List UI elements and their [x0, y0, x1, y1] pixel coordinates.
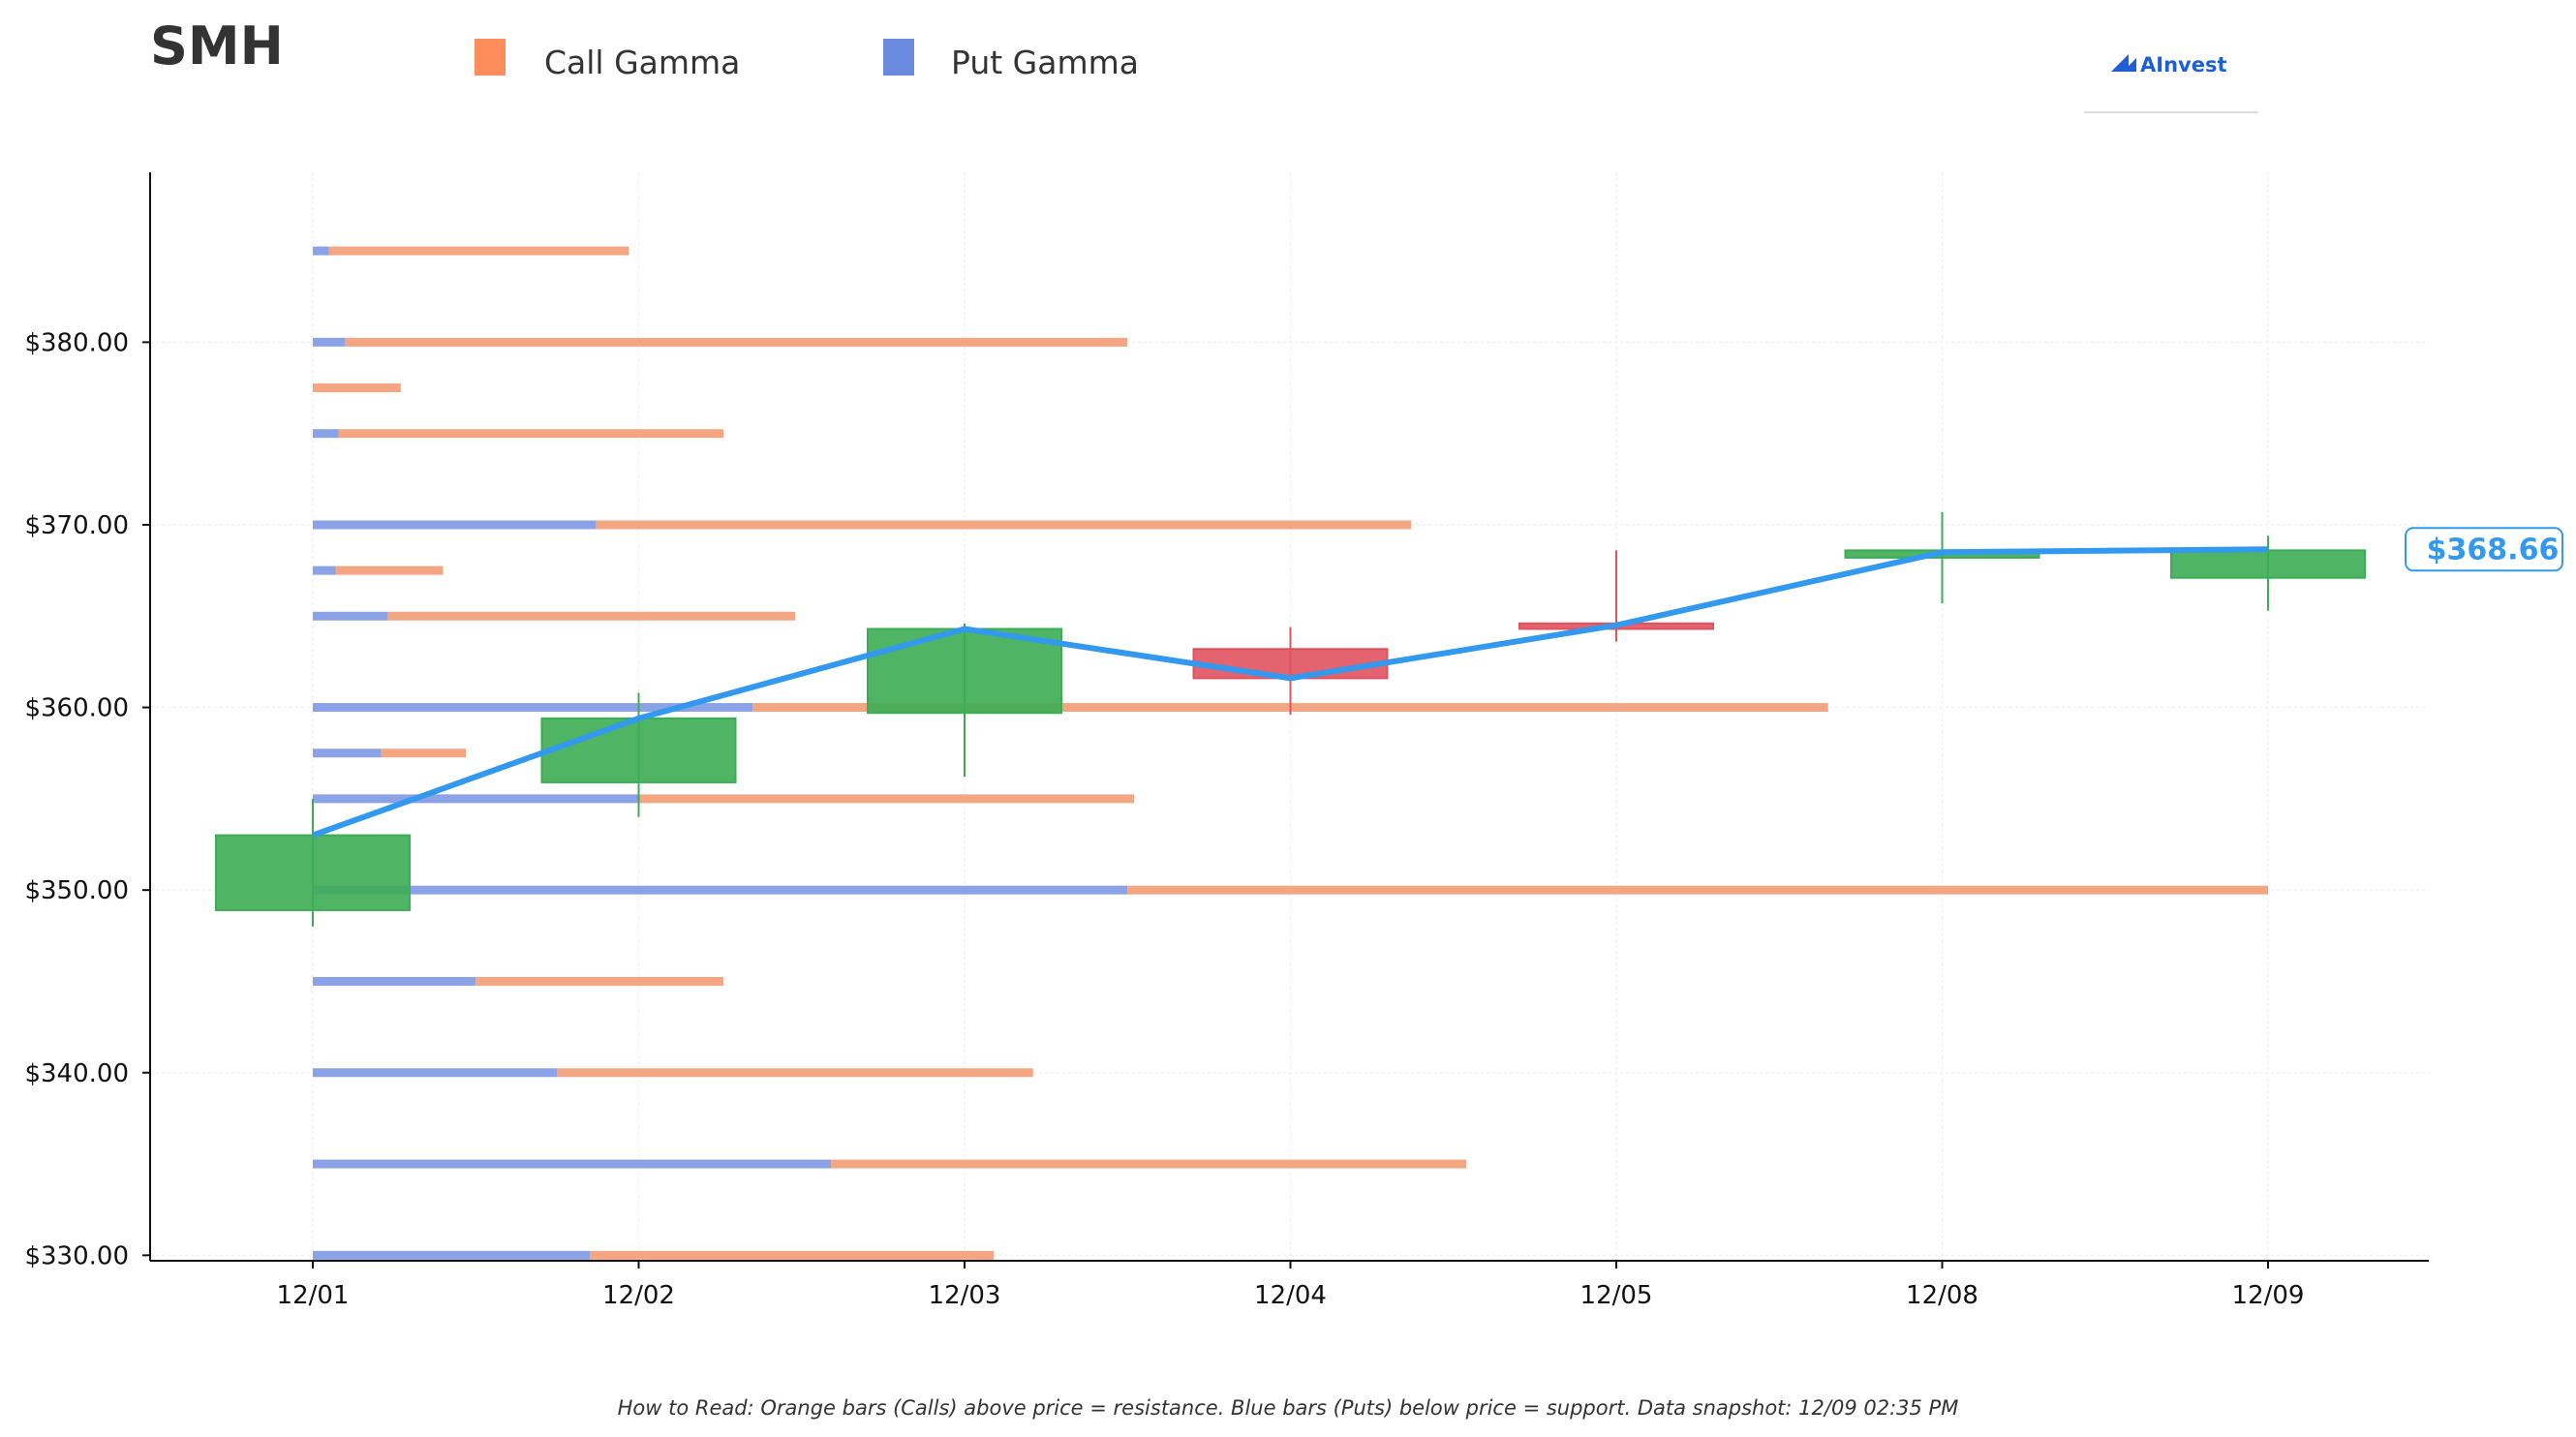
legend-call-label: Call Gamma [544, 44, 740, 81]
put-gamma-bar [313, 429, 339, 439]
y-tick-label: $360.00 [24, 694, 129, 723]
put-gamma-bar [313, 794, 639, 804]
put-gamma-bar [313, 885, 1128, 895]
close-price-line [311, 546, 2269, 839]
axes: $330.00 $340.00 $350.00 $360.00 $370.00 $380.… [24, 172, 2429, 1310]
put-gamma-bar [313, 976, 476, 986]
call-gamma-bar [475, 976, 723, 986]
call-gamma-bar [328, 246, 629, 256]
put-gamma-bar [313, 520, 597, 530]
logo-mark-icon [2111, 54, 2136, 72]
call-gamma-bar [590, 1250, 995, 1260]
call-gamma-bar [338, 429, 723, 439]
grid-lines [150, 172, 2429, 1261]
x-tick-label: 12/04 [1254, 1281, 1327, 1310]
y-tick-label: $370.00 [24, 511, 129, 540]
call-gamma-bar [831, 1159, 1467, 1169]
call-gamma-bar [638, 794, 1134, 804]
ainvest-logo: AInvest [2084, 53, 2258, 113]
y-tick-label: $350.00 [24, 876, 129, 905]
x-tick-label: 12/09 [2232, 1281, 2305, 1310]
x-tick-label: 12/08 [1906, 1281, 1978, 1310]
candle-body [1192, 648, 1389, 680]
x-tick-label: 12/03 [929, 1281, 1001, 1310]
last-price-box [2405, 527, 2563, 572]
footer-note: How to Read: Orange bars (Calls) above p… [618, 1396, 1959, 1420]
candle-body [867, 627, 1062, 715]
last-price-label: $368.66 [2427, 533, 2560, 566]
legend-put-label: Put Gamma [951, 44, 1139, 81]
candle-body [215, 834, 411, 911]
put-gamma-bar [313, 1068, 558, 1078]
last-price-label-group: $368.66 [2405, 527, 2563, 572]
put-gamma-bar [313, 246, 329, 256]
y-tick-label: $380.00 [24, 328, 129, 357]
legend-put-swatch [883, 39, 914, 76]
call-gamma-bar [1127, 885, 2268, 895]
call-gamma-bar [381, 749, 467, 758]
put-gamma-bar [313, 749, 382, 758]
y-tick-label: $340.00 [24, 1059, 129, 1088]
put-gamma-bar [313, 1159, 832, 1169]
call-gamma-bar [596, 520, 1412, 530]
put-gamma-bar [313, 611, 388, 621]
close-line-path [311, 546, 2269, 839]
legend-call-swatch [475, 39, 506, 76]
call-gamma-bar [345, 337, 1128, 347]
put-gamma-bar [313, 1250, 591, 1260]
put-gamma-bar [313, 566, 336, 575]
put-gamma-bar [313, 337, 346, 347]
candle-body [540, 717, 737, 783]
call-gamma-bar [557, 1068, 1033, 1078]
x-tick-label: 12/01 [277, 1281, 350, 1310]
x-tick-label: 12/05 [1580, 1281, 1653, 1310]
put-gamma-bar [313, 703, 753, 713]
call-gamma-bar [313, 383, 401, 393]
ticker-title: SMH [150, 15, 284, 76]
y-tick-label: $330.00 [24, 1241, 129, 1270]
call-gamma-bar [335, 566, 444, 575]
call-gamma-bar [387, 611, 796, 621]
logo-text: AInvest [2140, 53, 2227, 76]
candle-body [2170, 549, 2366, 579]
x-tick-label: 12/02 [602, 1281, 675, 1310]
